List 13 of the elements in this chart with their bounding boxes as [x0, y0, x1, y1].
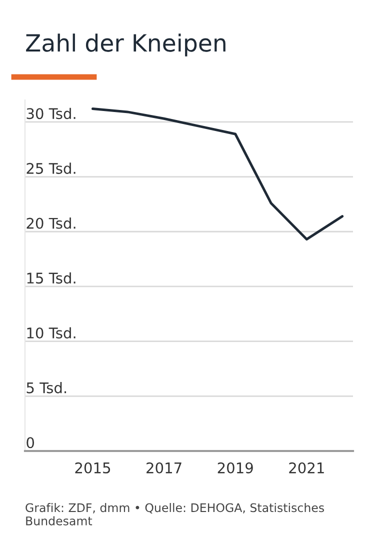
y-tick-label: 5 Tsd. [26, 382, 66, 394]
y-tick-label: 30 Tsd. [26, 108, 76, 120]
y-tick-label: 20 Tsd. [26, 218, 76, 229]
text: Grafik: ZDF, dmm • Quelle: DEHOGA, Statistisches Bundesamt [26, 503, 324, 526]
x-tick-label: 2015 [75, 462, 110, 474]
x-tick-label: 2021 [289, 462, 324, 474]
y-tick-label: 0 [26, 437, 34, 448]
chart-title: Zahl der Kneipen [26, 34, 226, 56]
x-tick-label: 2017 [146, 462, 182, 474]
y-tick-label: 15 Tsd. [27, 272, 76, 284]
y-tick-label: 25 Tsd. [26, 162, 76, 174]
x-tick-label: 2019 [218, 462, 253, 474]
y-tick-label: 10 Tsd. [27, 327, 76, 338]
